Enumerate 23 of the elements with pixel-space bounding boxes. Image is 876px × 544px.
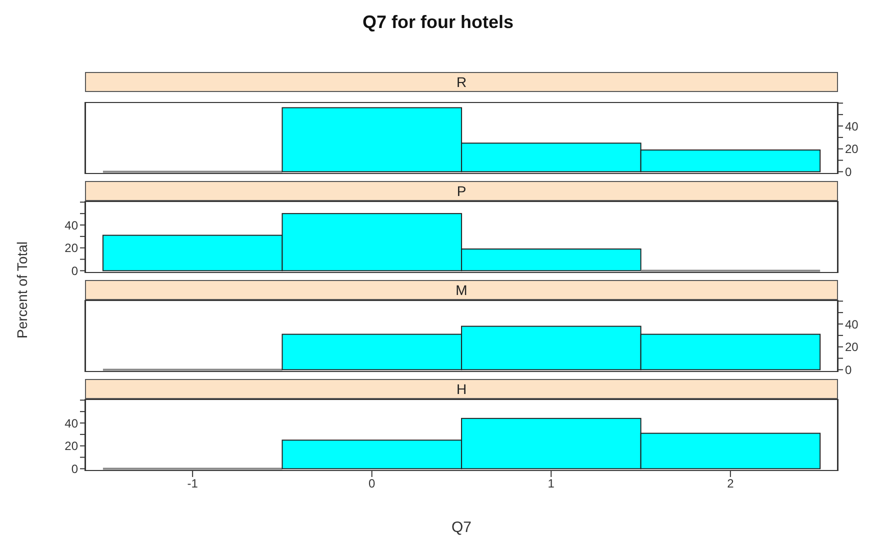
chart-subtitle: R bbox=[85, 72, 838, 92]
y-tick-label: 40 bbox=[64, 218, 78, 232]
y-tick-label: 20 bbox=[64, 241, 78, 256]
chart-subtitle: H bbox=[85, 379, 838, 399]
y2-tick-label: 20 bbox=[845, 142, 859, 156]
chart-title: Q7 for four hotels bbox=[361, 11, 514, 34]
y2-tick-label: 0 bbox=[845, 362, 852, 377]
y-axis-title: Percent of Total bbox=[14, 241, 30, 339]
y-tick-label: 0 bbox=[71, 264, 78, 278]
x-tick-label: -1 bbox=[187, 476, 198, 491]
chart-subtitle: P bbox=[85, 181, 838, 201]
y2-tick-label: 0 bbox=[845, 164, 852, 179]
y-tick-label: 40 bbox=[64, 416, 78, 430]
y2-tick-label: 40 bbox=[845, 317, 859, 332]
x-axis-title: Q7 bbox=[450, 519, 472, 536]
chart-subtitle: M bbox=[85, 280, 838, 300]
y2-tick-label: 20 bbox=[845, 340, 859, 354]
x-tick-label: 0 bbox=[368, 476, 376, 491]
y2-tick-label: 40 bbox=[845, 119, 859, 134]
x-tick-label: 1 bbox=[548, 476, 555, 491]
x-tick-label: 2 bbox=[727, 476, 734, 491]
y-tick-label: 20 bbox=[64, 439, 78, 454]
y-tick-label: 0 bbox=[71, 462, 78, 476]
